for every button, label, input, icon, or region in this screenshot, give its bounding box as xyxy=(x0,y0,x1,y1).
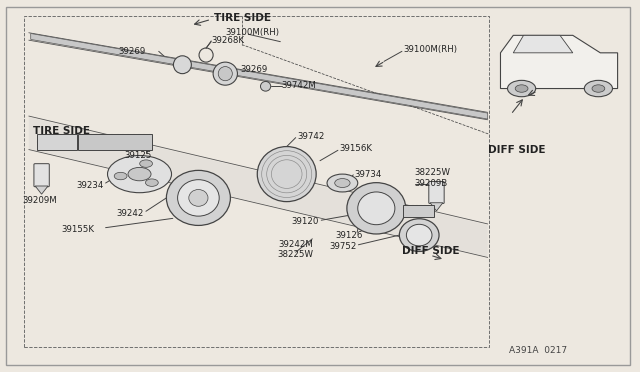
Text: TIRE SIDE: TIRE SIDE xyxy=(33,126,90,136)
Text: 39752: 39752 xyxy=(330,242,357,251)
Ellipse shape xyxy=(406,224,432,246)
Polygon shape xyxy=(500,35,618,89)
Ellipse shape xyxy=(358,192,395,225)
Ellipse shape xyxy=(218,67,232,81)
FancyBboxPatch shape xyxy=(429,182,444,203)
Polygon shape xyxy=(31,33,488,119)
Bar xyxy=(24,16,489,347)
Circle shape xyxy=(584,80,612,97)
Bar xyxy=(403,205,434,217)
Text: A391A  0217: A391A 0217 xyxy=(509,346,566,355)
Polygon shape xyxy=(29,117,488,257)
Text: DIFF SIDE: DIFF SIDE xyxy=(402,247,460,256)
Text: 39268K: 39268K xyxy=(211,36,244,45)
Text: 39126: 39126 xyxy=(335,231,362,240)
Text: 38225W: 38225W xyxy=(278,250,314,259)
Circle shape xyxy=(508,80,536,97)
Text: 39742: 39742 xyxy=(297,132,324,141)
Bar xyxy=(78,134,152,150)
Text: 39234: 39234 xyxy=(76,181,104,190)
Polygon shape xyxy=(513,35,573,53)
Circle shape xyxy=(140,160,152,167)
Text: 39742M: 39742M xyxy=(282,81,316,90)
Text: 39100M(RH): 39100M(RH) xyxy=(225,28,279,37)
Circle shape xyxy=(327,174,358,192)
Circle shape xyxy=(592,85,605,92)
FancyBboxPatch shape xyxy=(34,164,49,187)
Ellipse shape xyxy=(189,190,208,206)
Ellipse shape xyxy=(166,170,230,225)
Ellipse shape xyxy=(260,81,271,91)
Text: 39209B: 39209B xyxy=(415,179,448,187)
Ellipse shape xyxy=(399,219,439,251)
Text: DIFF SIDE: DIFF SIDE xyxy=(488,145,545,154)
Text: 39156K: 39156K xyxy=(339,144,372,153)
Text: 39155K: 39155K xyxy=(61,225,95,234)
Circle shape xyxy=(114,172,127,180)
Polygon shape xyxy=(430,203,443,211)
Ellipse shape xyxy=(213,62,237,85)
Bar xyxy=(37,134,77,150)
Text: 39269: 39269 xyxy=(241,65,268,74)
Text: 39120: 39120 xyxy=(291,217,319,226)
Ellipse shape xyxy=(347,183,406,234)
Text: 39242: 39242 xyxy=(116,209,144,218)
Circle shape xyxy=(128,167,151,181)
Ellipse shape xyxy=(178,180,220,216)
Text: 39734: 39734 xyxy=(355,170,382,179)
Text: TIRE SIDE: TIRE SIDE xyxy=(214,13,271,23)
Text: 39125: 39125 xyxy=(124,151,151,160)
Ellipse shape xyxy=(173,56,191,74)
Circle shape xyxy=(145,179,158,186)
Text: 39100M(RH): 39100M(RH) xyxy=(403,45,457,54)
Circle shape xyxy=(335,179,350,187)
Circle shape xyxy=(515,85,528,92)
Text: 39209M: 39209M xyxy=(22,196,57,205)
Circle shape xyxy=(108,155,172,193)
Text: 39269: 39269 xyxy=(118,47,146,56)
Text: 39242M: 39242M xyxy=(278,240,313,249)
Ellipse shape xyxy=(257,147,316,202)
Text: 38225W: 38225W xyxy=(415,169,451,177)
Polygon shape xyxy=(35,186,48,194)
